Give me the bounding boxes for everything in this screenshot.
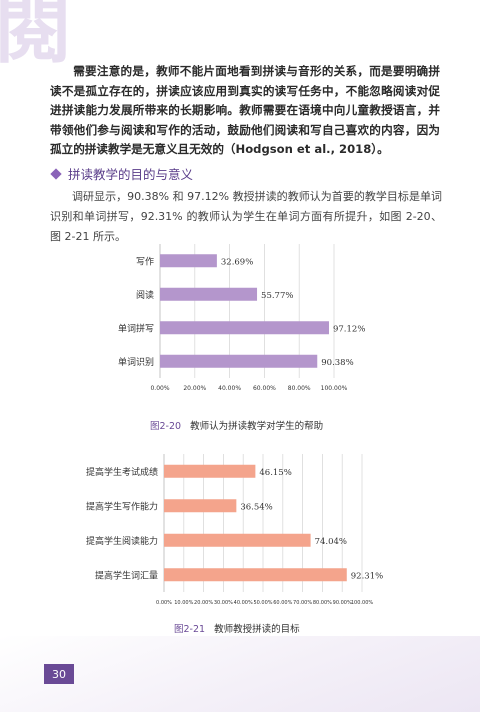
tick-label: 100.00% — [321, 385, 348, 392]
tick-label: 70.00% — [293, 600, 312, 606]
tick-label: 20.00% — [194, 600, 213, 606]
tick-label: 60.00% — [273, 600, 292, 606]
figure-2-20-caption: 图2-20 教师认为拼读教学对学生的帮助 — [150, 418, 323, 432]
tick-label: 80.00% — [313, 600, 332, 606]
category-label: 写作 — [136, 255, 154, 267]
bar — [160, 287, 258, 301]
tick-label: 0.00% — [150, 385, 169, 392]
data-label: 55.77% — [261, 291, 293, 301]
figure-caption-text: 教师教授拼读的目标 — [214, 624, 300, 635]
bold-paragraph: 需要注意的是，教师不能片面地看到拼读与音形的关系，而是要明确拼读不是孤立存在的，… — [50, 62, 440, 160]
bar — [164, 499, 237, 513]
diamond-bullet-icon — [50, 167, 62, 180]
tick-label: 40.00% — [234, 600, 253, 606]
tick-label: 80.00% — [288, 385, 311, 392]
figure-number: 图2-21 — [174, 624, 206, 635]
figure-number: 图2-20 — [150, 421, 182, 432]
section-heading: 拼读教学的目的与意义 — [50, 164, 194, 183]
data-label: 46.15% — [259, 468, 291, 478]
bar — [160, 321, 329, 335]
figure-2-21-caption: 图2-21 教师教授拼读的目标 — [174, 621, 300, 635]
section-title: 拼读教学的目的与意义 — [68, 167, 194, 182]
body-paragraph-text: 调研显示，90.38% 和 97.12% 教授拼读的教师认为首要的教学目标是单词… — [50, 190, 442, 243]
page-number: 30 — [44, 664, 74, 684]
body-paragraph: 调研显示，90.38% 和 97.12% 教授拼读的教师认为首要的教学目标是单词… — [50, 187, 442, 247]
category-label: 提高学生写作能力 — [86, 500, 158, 512]
tick-label: 90.00% — [333, 600, 352, 606]
bar — [164, 533, 311, 547]
tick-label: 20.00% — [183, 385, 206, 392]
figure-caption-text: 教师认为拼读教学对学生的帮助 — [190, 421, 324, 432]
category-label: 单词拼写 — [118, 322, 154, 334]
bottom-decoration — [0, 636, 480, 712]
data-label: 74.04% — [315, 537, 347, 547]
bar — [160, 254, 217, 268]
data-label: 32.69% — [221, 257, 253, 267]
data-label: 97.12% — [333, 324, 365, 334]
tick-label: 50.00% — [253, 600, 272, 606]
category-label: 提高学生考试成绩 — [86, 466, 158, 478]
tick-label: 0.00% — [156, 600, 172, 606]
tick-label: 40.00% — [218, 385, 241, 392]
chart-figure-2-20: 0.00% 20.00% 40.00% 60.00% 80.00% 100.00% 写作 32… — [118, 244, 365, 392]
data-label: 92.31% — [351, 571, 383, 581]
tick-label: 60.00% — [253, 385, 276, 392]
bar — [164, 464, 256, 478]
data-label: 36.54% — [240, 502, 272, 512]
category-label: 提高学生词汇量 — [95, 569, 158, 581]
data-label: 90.38% — [321, 358, 353, 368]
category-label: 提高学生阅读能力 — [86, 535, 158, 547]
bar — [160, 354, 318, 368]
chart-figure-2-21: 0.00% 10.00% 20.00% 30.00% 40.00% 50.00% 60.00… — [86, 454, 383, 606]
decorative-character: 閱 — [0, 0, 73, 74]
tick-label: 100.00% — [351, 600, 373, 606]
category-label: 阅读 — [136, 289, 154, 301]
tick-label: 10.00% — [174, 600, 193, 606]
category-label: 单词识别 — [118, 356, 154, 368]
bold-paragraph-text: 需要注意的是，教师不能片面地看到拼读与音形的关系，而是要明确拼读不是孤立存在的，… — [50, 64, 440, 157]
corner-decoration: 閱 — [0, 0, 73, 80]
bar — [164, 568, 347, 582]
tick-label: 30.00% — [214, 600, 233, 606]
